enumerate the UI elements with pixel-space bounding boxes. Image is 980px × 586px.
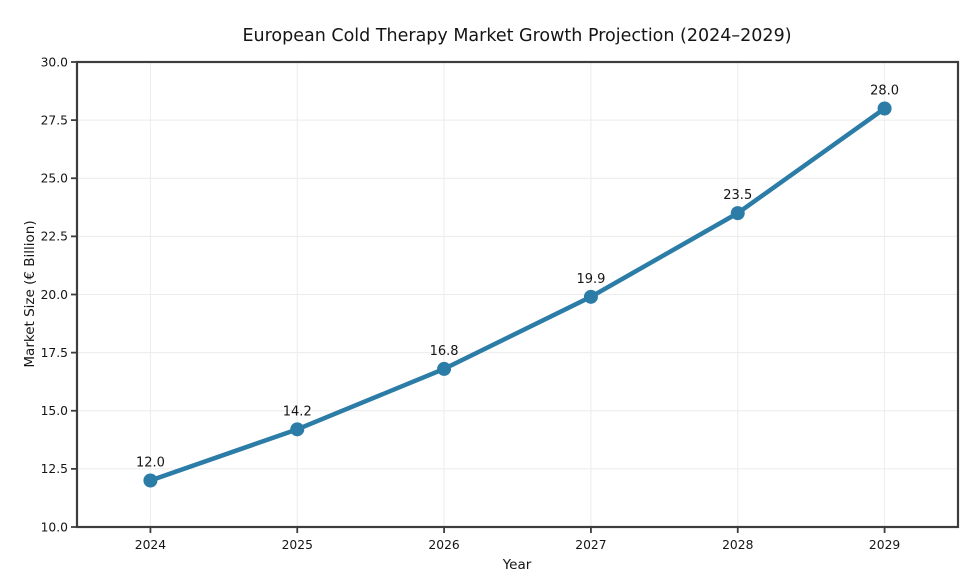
x-tick-label: 2028 (722, 538, 753, 552)
point-value-label: 28.0 (870, 84, 899, 99)
y-axis-title: Market Size (€ Billion) (22, 220, 38, 367)
chart-title: European Cold Therapy Market Growth Proj… (242, 26, 791, 46)
point-value-label: 16.8 (430, 344, 459, 359)
data-point-marker (730, 206, 745, 221)
x-tick-label: 2025 (282, 538, 313, 552)
data-point-marker (143, 473, 158, 488)
y-tick-label: 25.0 (41, 172, 68, 186)
data-series (143, 101, 892, 488)
axis-ticks: 10.0 12.5 15.0 17.5 20.0 22.5 25.0 27.5 30.0 2024… (41, 55, 901, 552)
data-point-marker (437, 361, 452, 376)
point-value-label: 19.9 (576, 272, 605, 287)
point-value-label: 23.5 (723, 188, 752, 203)
y-tick-label: 20.0 (41, 288, 68, 302)
y-tick-label: 15.0 (41, 404, 68, 418)
data-point-marker (877, 101, 892, 116)
x-tick-label: 2024 (135, 538, 166, 552)
point-value-label: 14.2 (283, 404, 312, 419)
y-tick-label: 30.0 (41, 55, 68, 69)
point-annotations: 12.0 14.2 16.8 19.9 23.5 28.0 (136, 84, 899, 471)
y-tick-label: 22.5 (41, 230, 68, 244)
x-axis-title: Year (502, 557, 532, 573)
point-value-label: 12.0 (136, 456, 165, 471)
x-tick-label: 2027 (575, 538, 606, 552)
y-tick-label: 10.0 (41, 520, 68, 534)
x-tick-label: 2026 (428, 538, 459, 552)
data-point-marker (290, 422, 305, 437)
y-tick-label: 12.5 (41, 462, 68, 476)
y-tick-label: 27.5 (41, 113, 68, 127)
x-tick-label: 2029 (869, 538, 900, 552)
y-tick-label: 17.5 (41, 346, 68, 360)
data-line (148, 106, 887, 483)
data-point-marker (583, 289, 598, 304)
